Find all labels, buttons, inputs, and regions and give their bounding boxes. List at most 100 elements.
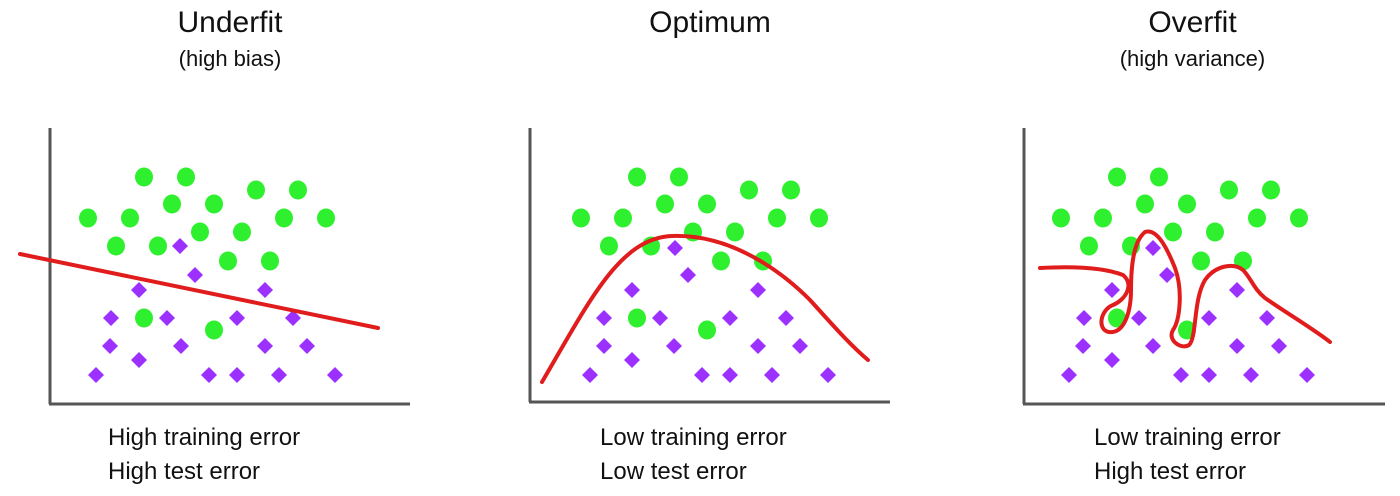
plot-area — [18, 128, 410, 406]
panel-overfit: Overfit (high variance) Low training error… — [985, 0, 1400, 496]
class-b-point — [201, 367, 217, 383]
class-a-point — [656, 194, 674, 214]
class-a-point — [740, 180, 758, 200]
class-a-point — [135, 308, 153, 328]
class-b-point — [722, 367, 738, 383]
class-b-point — [666, 338, 682, 354]
class-a-point — [1108, 308, 1126, 328]
class-b-point — [327, 367, 343, 383]
class-b-point — [1061, 367, 1077, 383]
class-b-point — [285, 310, 301, 326]
class-b-point — [750, 338, 766, 354]
class-b-point — [131, 352, 147, 368]
class-a-point — [726, 222, 744, 242]
class-b-point — [1173, 367, 1189, 383]
panel-title: Optimum — [649, 6, 771, 39]
panel-underfit: Underfit (high bias) High training error Hi… — [0, 0, 460, 496]
class-b-point — [778, 310, 794, 326]
class-b-point — [88, 367, 104, 383]
class-b-point — [1229, 338, 1245, 354]
class-b-point — [1299, 367, 1315, 383]
decision-boundary — [540, 233, 870, 384]
class-a-point — [1150, 167, 1168, 187]
class-b-point — [1271, 338, 1287, 354]
panel-title: Underfit — [177, 6, 283, 39]
class-a-point — [107, 236, 125, 256]
class-a-point — [810, 208, 828, 228]
error-caption: Low training error Low test error — [600, 421, 787, 489]
class-a-point — [1136, 194, 1154, 214]
class-a-point — [782, 180, 800, 200]
class-a-point — [163, 194, 181, 214]
class-a-point — [121, 208, 139, 228]
class-b-point — [271, 367, 287, 383]
class-a-point — [768, 208, 786, 228]
class-a-point — [317, 208, 335, 228]
class-a-point — [261, 251, 279, 271]
class-b-point — [652, 310, 668, 326]
class-a-point — [600, 236, 618, 256]
class-a-point — [205, 320, 223, 340]
class-a-point — [1178, 194, 1196, 214]
class-b-point — [1145, 240, 1161, 256]
class-a-point — [1206, 222, 1224, 242]
decision-boundary — [1038, 229, 1332, 349]
class-a-point — [628, 167, 646, 187]
class-a-point — [233, 222, 251, 242]
class-b-point — [1259, 310, 1275, 326]
class-a-point — [698, 194, 716, 214]
decision-boundary — [18, 252, 380, 330]
class-b-point — [1243, 367, 1259, 383]
class-a-point — [1094, 208, 1112, 228]
class-a-point — [1164, 222, 1182, 242]
class-a-point — [1290, 208, 1308, 228]
class-b-point — [1159, 267, 1175, 283]
class-a-point — [614, 208, 632, 228]
class-b-point — [680, 267, 696, 283]
test-error-label: High test error — [1094, 458, 1247, 485]
class-a-point — [135, 167, 153, 187]
test-error-label: High test error — [108, 458, 261, 485]
class-b-point — [187, 267, 203, 283]
class-a-point — [275, 208, 293, 228]
class-b-point — [102, 338, 118, 354]
plot-area — [528, 128, 890, 404]
class-a-point — [1220, 180, 1238, 200]
class-b-point — [820, 367, 836, 383]
class-b-point — [694, 367, 710, 383]
class-b-point — [173, 338, 189, 354]
class-a-point — [79, 208, 97, 228]
class-a-point — [191, 222, 209, 242]
plot-area — [1022, 128, 1385, 406]
class-a-point — [247, 180, 265, 200]
class-a-point — [1080, 236, 1098, 256]
class-a-point — [177, 167, 195, 187]
class-b-point — [1229, 282, 1245, 298]
class-b-point — [159, 310, 175, 326]
class-a-point — [670, 167, 688, 187]
error-caption: Low training error High test error — [1094, 421, 1281, 489]
class-a-point — [1052, 208, 1070, 228]
class-b-point — [792, 338, 808, 354]
class-a-point — [698, 320, 716, 340]
panel-title: Overfit — [1148, 6, 1237, 39]
class-a-point — [205, 194, 223, 214]
class-b-point — [582, 367, 598, 383]
class-b-point — [1201, 367, 1217, 383]
class-a-point — [219, 251, 237, 271]
training-error-label: Low training error — [600, 424, 787, 451]
class-b-point — [1104, 282, 1120, 298]
test-error-label: Low test error — [600, 458, 747, 485]
panel-optimum: Optimum Low training error Low test error — [490, 0, 930, 496]
class-b-point — [1075, 338, 1091, 354]
class-b-point — [667, 240, 683, 256]
class-b-point — [624, 352, 640, 368]
class-b-point — [1104, 352, 1120, 368]
class-b-point — [596, 310, 612, 326]
class-b-point — [299, 338, 315, 354]
class-b-point — [596, 338, 612, 354]
class-b-point — [257, 338, 273, 354]
class-b-point — [722, 310, 738, 326]
class-b-point — [229, 367, 245, 383]
class-b-point — [1131, 310, 1147, 326]
